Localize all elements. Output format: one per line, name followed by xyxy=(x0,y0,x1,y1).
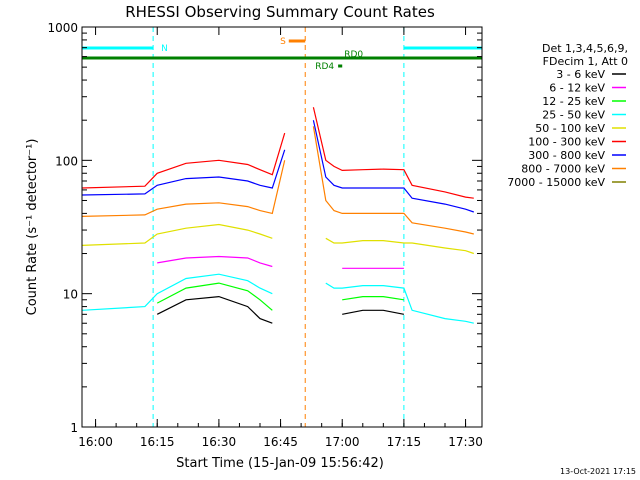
y-axis-label: Count Rate (s⁻¹ detector⁻¹) xyxy=(25,139,40,316)
annotation-label-rd4: RD4 xyxy=(315,62,334,72)
x-tick-label: 16:30 xyxy=(202,435,237,449)
x-tick-label: 17:00 xyxy=(325,435,360,449)
annotation-label-rd0: RD0 xyxy=(344,50,363,60)
series-line-1 xyxy=(157,255,404,269)
legend-header-line: Det 1,3,4,5,6,9, xyxy=(542,42,628,55)
legend-header-line: FDecim 1, Att 0 xyxy=(543,55,628,68)
legend: Det 1,3,4,5,6,9,FDecim 1, Att 03 - 6 keV… xyxy=(507,42,628,189)
legend-entry-label: 50 - 100 keV xyxy=(535,122,605,135)
legend-entry-label: 6 - 12 keV xyxy=(549,82,605,95)
legend-entry-label: 300 - 800 keV xyxy=(528,149,605,162)
y-tick-label: 100 xyxy=(55,154,78,168)
y-tick-label: 10 xyxy=(63,288,78,302)
y-tick-label: 1 xyxy=(70,421,78,435)
footer-timestamp: 13-Oct-2021 17:15 xyxy=(560,467,636,476)
series-line-4 xyxy=(81,223,474,255)
annotation-label-s: S xyxy=(280,37,286,47)
x-tick-label: 16:45 xyxy=(263,435,298,449)
series-line-3 xyxy=(81,273,474,324)
x-tick-label: 17:15 xyxy=(387,435,422,449)
chart-title: RHESSI Observing Summary Count Rates xyxy=(125,3,435,21)
series-line-0 xyxy=(156,295,405,324)
legend-entry-label: 800 - 7000 keV xyxy=(521,163,605,176)
series-line-6 xyxy=(81,120,474,213)
series-line-7 xyxy=(81,126,474,235)
legend-entry-label: 100 - 300 keV xyxy=(528,136,605,149)
plot-area: N S RD0 RD4 16:00 16:15 16:30 16:45 17:00 17:15 17… xyxy=(47,21,482,449)
legend-entry-label: 3 - 6 keV xyxy=(556,68,605,81)
legend-entry-label: 25 - 50 keV xyxy=(542,109,605,122)
legend-entry-label: 7000 - 15000 keV xyxy=(507,176,605,189)
legend-entry-label: 12 - 25 keV xyxy=(542,95,605,108)
plot-frame xyxy=(81,26,483,428)
x-axis-label: Start Time (15-Jan-09 15:56:42) xyxy=(176,456,384,471)
annotation-label-n: N xyxy=(161,44,168,54)
series-line-5 xyxy=(81,107,474,199)
y-tick-label: 1000 xyxy=(47,21,78,35)
x-tick-label: 16:00 xyxy=(78,435,113,449)
x-tick-label: 16:15 xyxy=(140,435,175,449)
x-tick-label: 17:30 xyxy=(448,435,483,449)
series-line-2 xyxy=(156,282,404,311)
